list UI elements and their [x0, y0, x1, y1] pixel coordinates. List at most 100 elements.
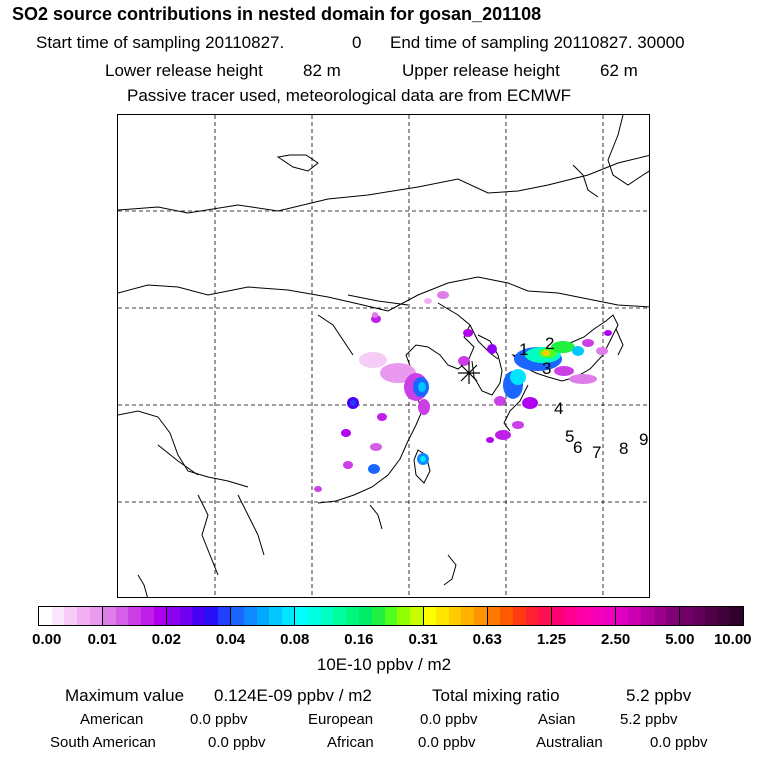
colorbar-swatch	[500, 607, 513, 625]
region-name-american: American	[80, 711, 144, 728]
colorbar-swatch	[256, 607, 270, 625]
colorbar-swatch	[345, 607, 359, 625]
colorbar-segment	[615, 607, 680, 625]
colorbar-swatch	[730, 607, 744, 625]
colorbar-swatch	[397, 607, 410, 625]
lower-release-value: 82 m	[303, 61, 341, 80]
colorbar-tick-label: 1.25	[536, 631, 567, 648]
colorbar-swatch	[295, 607, 308, 625]
colorbar-swatch	[409, 607, 423, 625]
plot-title: SO2 source contributions in nested domai…	[12, 4, 542, 24]
colorbar-swatch	[359, 607, 373, 625]
region-value-south-american: 0.0 ppbv	[208, 734, 266, 751]
colorbar-segment	[295, 607, 360, 625]
colorbar-swatch	[39, 607, 52, 625]
colorbar-tick-label: 2.50	[601, 631, 631, 648]
colorbar-swatch	[589, 607, 603, 625]
total-mixing-value: 5.2 ppbv	[626, 686, 692, 705]
colorbar-tick-label: 0.16	[344, 631, 374, 648]
colorbar-tick-label: 0.02	[151, 631, 181, 648]
colorbar-swatch	[538, 607, 551, 625]
grid-lines	[118, 115, 649, 597]
map-panel: 1 2 3 4 5 6 7 8 9	[117, 114, 650, 598]
colorbar-swatch	[217, 607, 231, 625]
max-value-label: Maximum value	[65, 686, 185, 705]
colorbar-swatch	[577, 607, 590, 625]
colorbar-swatch	[717, 607, 731, 625]
trajectory-label-2: 2	[545, 334, 555, 353]
colorbar-tick-label: 0.04	[215, 631, 246, 648]
colorbar-segment	[103, 607, 168, 625]
upper-release-label: Upper release height	[402, 61, 560, 80]
region-value-australian: 0.0 ppbv	[650, 734, 708, 751]
colorbar-swatch	[487, 607, 501, 625]
colorbar	[38, 606, 744, 626]
trajectory-label-7: 7	[592, 443, 602, 462]
trajectory-label-5: 5	[565, 427, 575, 446]
colorbar-swatch	[692, 607, 706, 625]
colorbar-swatch	[103, 607, 116, 625]
colorbar-swatch	[153, 607, 167, 625]
start-time-value: 0	[352, 33, 362, 52]
region-name-african: African	[327, 734, 374, 751]
colorbar-swatch	[602, 607, 615, 625]
colorbar-swatch	[461, 607, 475, 625]
colorbar-segment	[551, 607, 616, 625]
colorbar-swatch	[525, 607, 539, 625]
colorbar-swatch	[140, 607, 154, 625]
max-value: 0.124E-09 ppbv / m2	[214, 686, 372, 705]
colorbar-tick-label: 0.08	[280, 631, 310, 648]
colorbar-swatch	[372, 607, 385, 625]
colorbar-swatch	[243, 607, 257, 625]
trajectory-label-3: 3	[542, 359, 552, 378]
colorbar-swatch	[308, 607, 321, 625]
region-value-european: 0.0 ppbv	[420, 711, 478, 728]
colorbar-segment	[487, 607, 552, 625]
trajectory-label-8: 8	[619, 439, 629, 458]
colorbar-segment	[231, 607, 296, 625]
colorbar-tick-label: 10.00	[713, 631, 752, 648]
colorbar-segment	[39, 607, 104, 625]
trajectory-label-6: 6	[573, 438, 583, 457]
colorbar-swatch	[179, 607, 193, 625]
colorbar-swatch	[436, 607, 449, 625]
colorbar-tick-label: 0.01	[87, 631, 117, 648]
colorbar-swatch	[281, 607, 295, 625]
colorbar-swatch	[333, 607, 346, 625]
colorbar-swatch	[64, 607, 77, 625]
so2-concentration-field	[314, 291, 612, 492]
colorbar-swatch	[641, 607, 654, 625]
colorbar-swatch	[320, 607, 334, 625]
colorbar-segment	[167, 607, 232, 625]
colorbar-swatch	[423, 607, 437, 625]
colorbar-swatch	[615, 607, 629, 625]
region-name-australian: Australian	[536, 734, 603, 751]
colorbar-swatch	[448, 607, 462, 625]
colorbar-segment	[359, 607, 424, 625]
colorbar-swatch	[474, 607, 487, 625]
trajectory-label-9: 9	[639, 430, 649, 449]
colorbar-swatch	[384, 607, 398, 625]
colorbar-swatch	[128, 607, 141, 625]
colorbar-swatch	[653, 607, 667, 625]
colorbar-tick-label: 5.00	[665, 631, 695, 648]
colorbar-units: 10E-10 ppbv / m2	[316, 655, 452, 674]
colorbar-swatch	[628, 607, 642, 625]
region-name-south-american: South American	[50, 734, 156, 751]
colorbar-swatch	[51, 607, 65, 625]
asterisk-icon	[458, 362, 480, 384]
trajectory-label-1: 1	[519, 340, 529, 359]
region-name-asian: Asian	[538, 711, 576, 728]
start-time-label: Start time of sampling 20110827.	[36, 33, 285, 52]
colorbar-swatch	[705, 607, 718, 625]
colorbar-swatch	[192, 607, 206, 625]
total-mixing-label: Total mixing ratio	[432, 686, 560, 705]
colorbar-swatch	[205, 607, 218, 625]
end-time-label: End time of sampling 20110827. 30000	[390, 33, 685, 52]
colorbar-swatch	[269, 607, 282, 625]
region-name-european: European	[308, 711, 374, 728]
colorbar-swatch	[115, 607, 129, 625]
upper-release-value: 62 m	[600, 61, 638, 80]
trajectory-label-4: 4	[554, 399, 564, 418]
colorbar-swatch	[167, 607, 180, 625]
